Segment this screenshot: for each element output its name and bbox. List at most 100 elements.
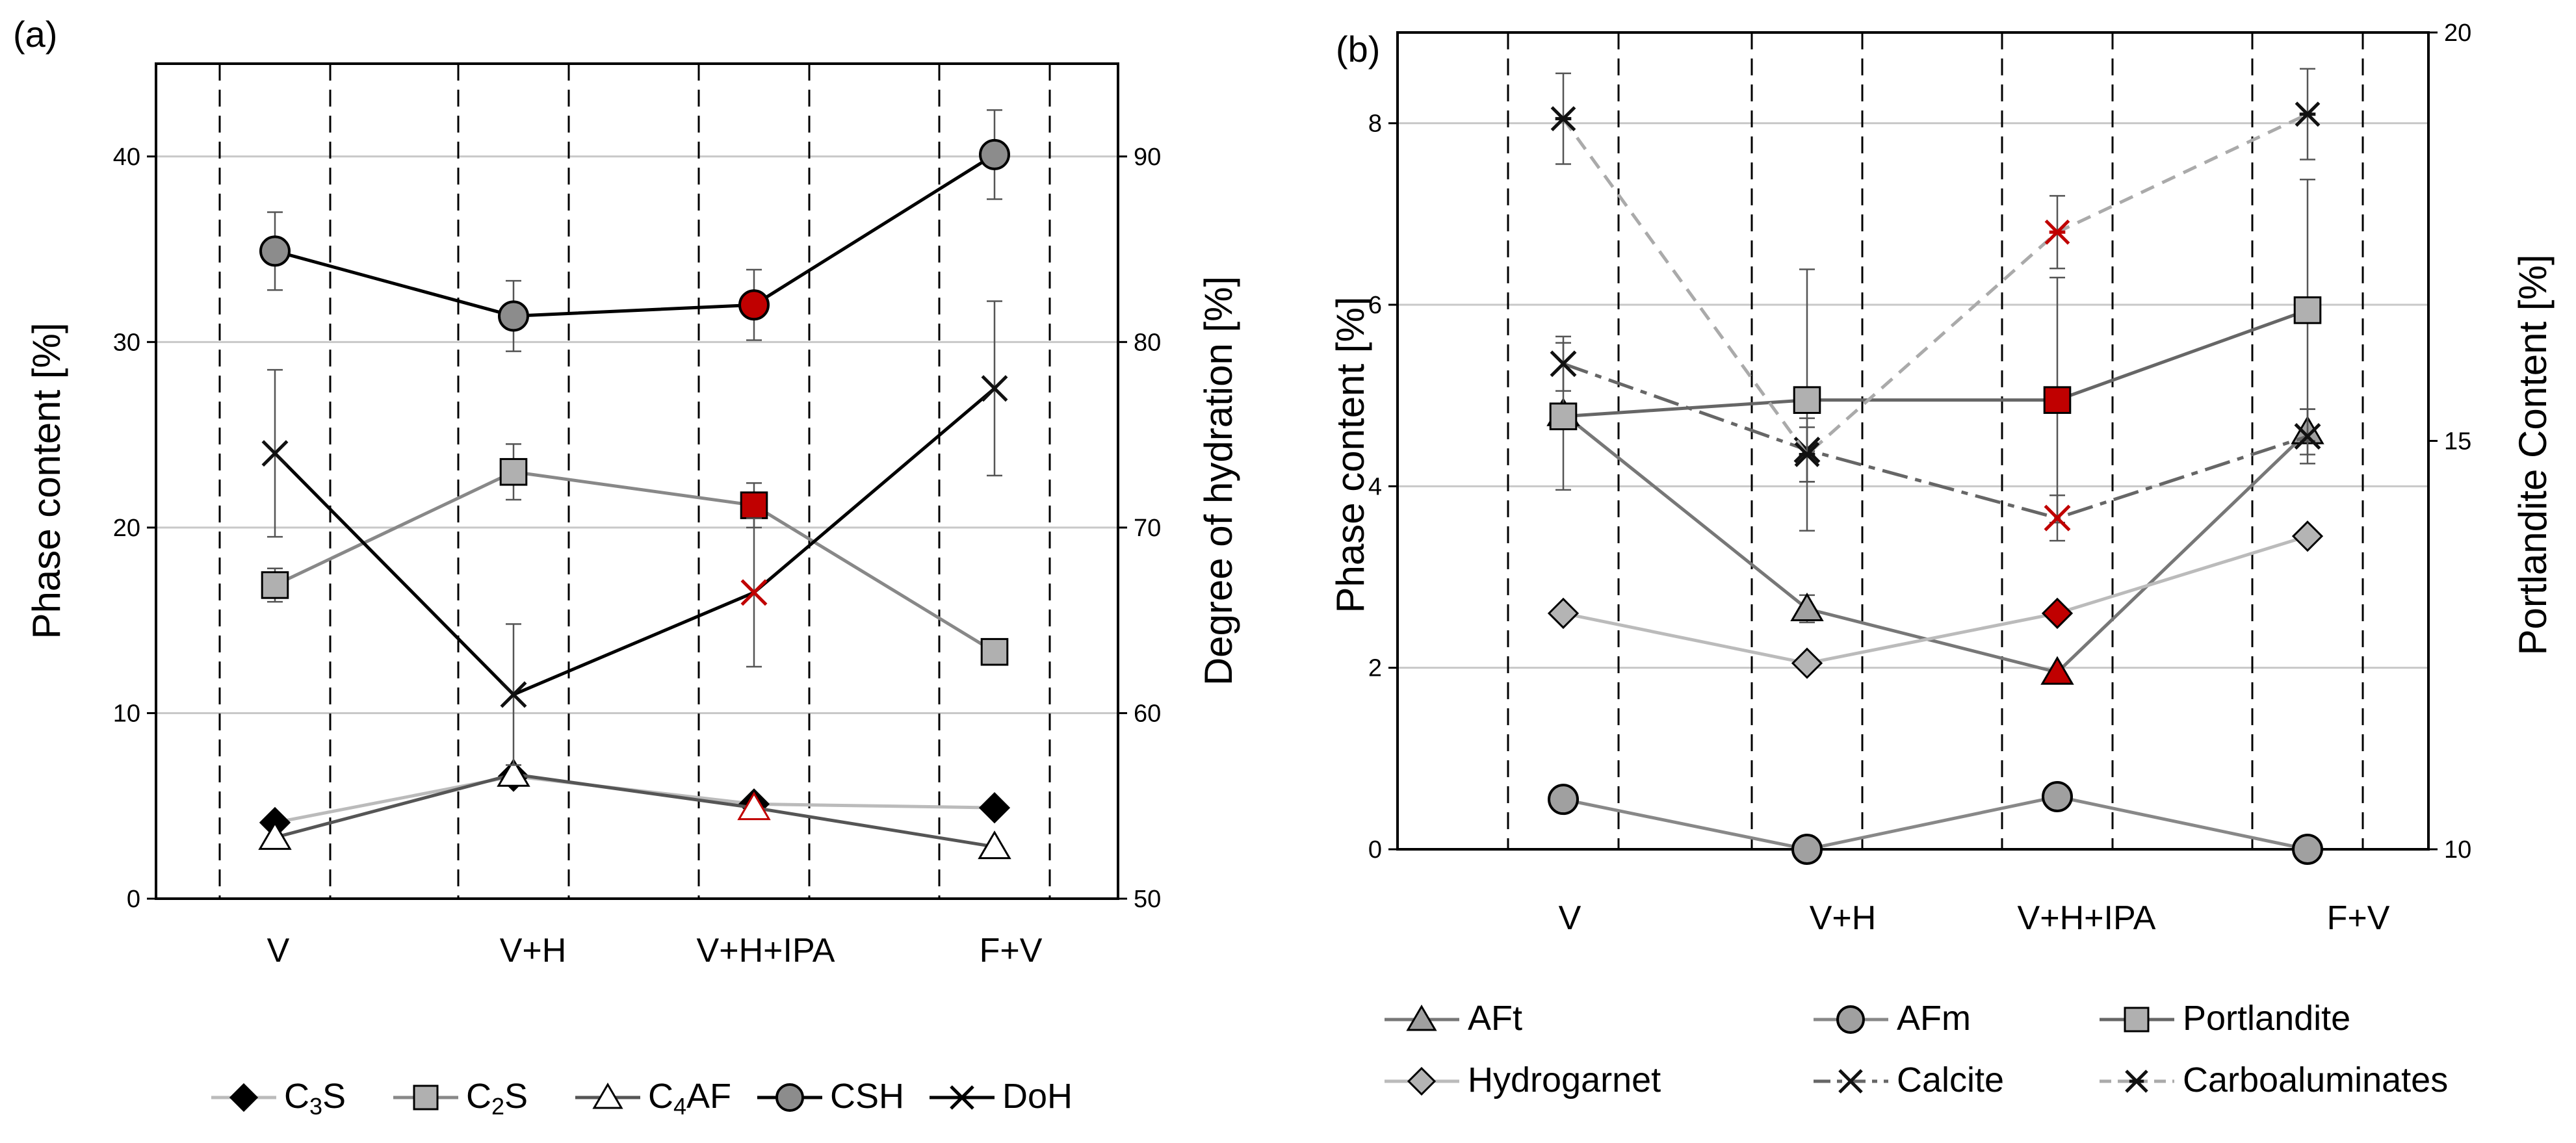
category-label: F+V <box>2327 899 2390 937</box>
panel-b: (b) 0 2 4 6 8 10 15 20 V V+H V+H+IPA F+V Phase co… <box>1329 19 2555 1099</box>
data-point <box>980 637 1009 666</box>
panel-a-category-labels: V V+H V+H+IPA F+V <box>267 932 1043 970</box>
data-point <box>261 571 289 599</box>
y-tick-label: 10 <box>113 700 140 727</box>
panel-b-y2-ticks: 10 15 20 <box>2428 19 2471 864</box>
series-line <box>1563 309 2308 418</box>
category-label: F+V <box>980 932 1043 970</box>
series-c3s <box>259 760 1011 839</box>
data-point <box>2044 504 2071 532</box>
data-point <box>2291 520 2324 552</box>
data-point <box>738 289 770 321</box>
data-point <box>2293 296 2322 324</box>
category-label: V+H+IPA <box>697 932 835 970</box>
panel-a-gridlines <box>156 155 1118 714</box>
series-c2s <box>261 443 1009 666</box>
y-tick-label: 4 <box>1368 473 1382 500</box>
series-line <box>274 775 995 825</box>
data-point <box>1793 386 1821 414</box>
panel-b-series <box>1546 68 2324 865</box>
legend-label-main: C <box>466 1077 491 1116</box>
y2-tick-label: 20 <box>2444 19 2471 47</box>
legend-marker <box>592 1083 623 1109</box>
legend-label: CSH <box>830 1077 904 1116</box>
y-tick-label: 6 <box>1368 292 1382 319</box>
category-label: V+H <box>500 932 567 970</box>
data-point <box>258 821 292 850</box>
series-line <box>274 153 996 318</box>
data-point <box>1548 784 1579 816</box>
series-aft <box>1546 397 2324 685</box>
data-point <box>1794 442 1820 467</box>
series-c4af <box>258 758 1011 860</box>
data-point <box>2292 834 2323 865</box>
panel-a-legend: C3S C2S C4AF CSH DoH <box>211 1077 1073 1120</box>
series-calcite <box>1550 335 2321 542</box>
legend-label: C4AF <box>648 1077 731 1120</box>
data-point <box>2295 101 2321 127</box>
panel-b-category-labels: V V+H V+H+IPA F+V <box>1559 899 2390 937</box>
legend-label: AFt <box>1468 999 1522 1038</box>
series-line <box>1562 412 2309 674</box>
y2-tick-label: 50 <box>1134 886 1161 913</box>
legend-marker <box>229 1083 259 1112</box>
category-label: V+H+IPA <box>2018 899 2156 937</box>
legend-label: C3S <box>284 1077 346 1120</box>
legend-label-tail: S <box>322 1077 346 1116</box>
series-line <box>1563 534 2308 665</box>
panel-a-label: (a) <box>13 14 57 55</box>
legend-entry-calcite: Calcite <box>1814 1060 2004 1099</box>
series-portlandite <box>1549 179 2322 532</box>
panel-a-y-axis-label: Phase content [%] <box>25 323 68 639</box>
data-point <box>978 791 1011 824</box>
category-label: V+H <box>1810 899 1877 937</box>
data-point <box>737 791 771 821</box>
y2-tick-label: 70 <box>1134 515 1161 542</box>
y-tick-label: 0 <box>127 886 140 913</box>
data-point <box>2044 219 2070 245</box>
panel-b-y-axis-label: Phase content [%] <box>1329 297 1372 613</box>
panel-b-category-dividers <box>1507 32 2364 849</box>
series-line <box>1563 795 2308 851</box>
legend-label-subscript: 3 <box>309 1093 322 1120</box>
data-point <box>259 235 291 267</box>
legend-label-main: CSH <box>830 1077 904 1116</box>
y2-tick-label: 10 <box>2444 836 2471 864</box>
panel-b-legend: AFt AFm Portlandite Hydrogarnet Calcite Carbo… <box>1385 999 2448 1099</box>
legend-label-tail: AF <box>686 1077 731 1116</box>
legend-label-main: DoH <box>1002 1077 1073 1116</box>
y2-tick-label: 60 <box>1134 700 1161 727</box>
y-tick-label: 30 <box>113 329 140 356</box>
legend-label: C2S <box>466 1077 528 1120</box>
legend-marker <box>1407 1066 1437 1096</box>
data-point <box>1790 592 1824 621</box>
panel-a-category-dividers <box>218 64 1051 899</box>
legend-label-subscript: 4 <box>673 1093 686 1120</box>
category-label: V <box>267 932 290 970</box>
legend-marker <box>775 1083 804 1112</box>
panel-b-plot-frame <box>1396 31 2430 851</box>
data-point <box>2294 423 2321 450</box>
data-point <box>1547 597 1580 629</box>
legend-marker <box>1406 1005 1437 1031</box>
data-point <box>1550 106 1576 132</box>
legend-entry-csh: CSH <box>757 1077 904 1116</box>
data-point <box>2040 656 2074 685</box>
panel-b-label: (b) <box>1336 29 1380 70</box>
legend-label: AFm <box>1897 999 1971 1038</box>
panel-a-series <box>258 109 1011 860</box>
panel-b-y-ticks: 0 2 4 6 8 <box>1368 110 1398 864</box>
series-carboaluminates <box>1550 68 2321 483</box>
data-point <box>978 830 1011 860</box>
series-afm <box>1548 780 2323 865</box>
data-point <box>740 579 768 606</box>
panel-a-y2-ticks: 50 60 70 80 90 <box>1118 144 1161 913</box>
legend-label-subscript: 2 <box>491 1093 504 1120</box>
legend-label-main: C <box>284 1077 309 1116</box>
legend-entry-portlandite: Portlandite <box>2100 999 2350 1038</box>
data-point <box>981 375 1008 402</box>
panel-b-gridlines <box>1398 122 2428 669</box>
series-doh <box>261 300 1008 766</box>
data-point <box>979 138 1010 170</box>
